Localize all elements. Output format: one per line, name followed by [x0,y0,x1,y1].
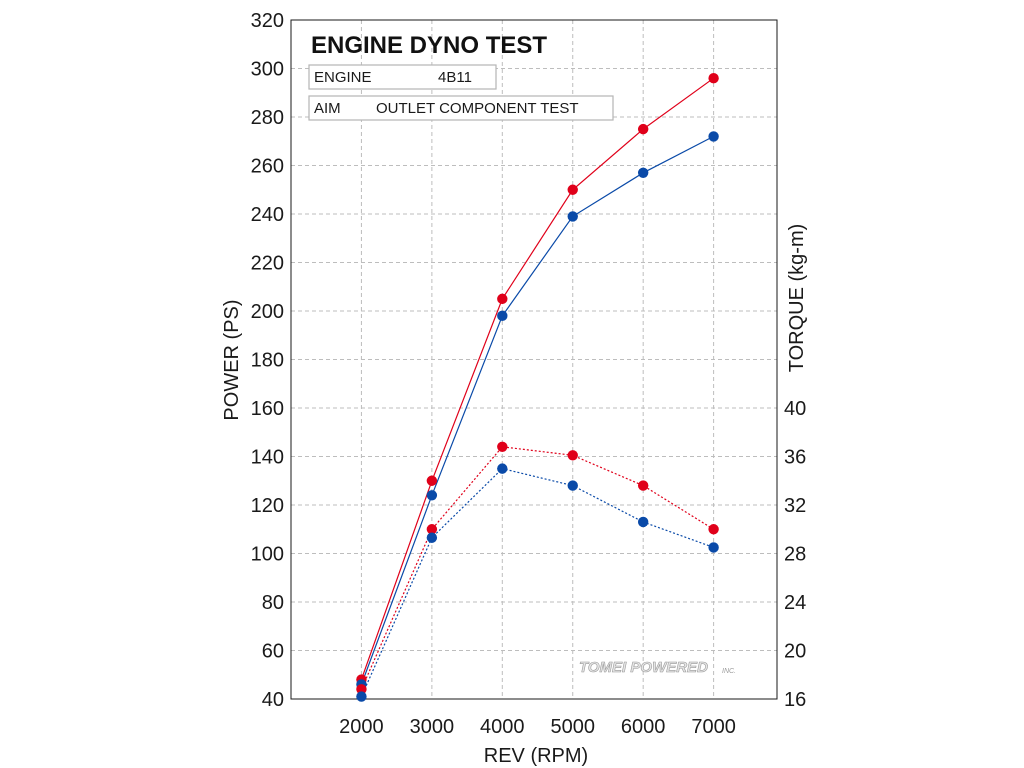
y-tick-label: 320 [251,10,284,32]
power-line-1 [360,135,714,685]
y2-axis-title: TORQUE (kg-m) [786,224,808,373]
logo-suffix: INC. [722,668,736,675]
power-point-1 [497,310,508,322]
plot-frame [290,19,778,700]
y-tick-label: 120 [251,495,284,517]
torque-point-2 [708,524,719,535]
y2-tick-label: 40 [784,398,806,420]
power-point-1 [637,167,649,178]
power-point-0 [708,73,719,84]
logo-text: TOMEI POWERED [579,659,708,676]
x-tick-label: 6000 [621,716,666,738]
y-tick-label: 200 [251,301,284,323]
y-tick-label: 140 [251,447,284,469]
x-tick-label: 2000 [339,716,384,738]
torque-axis-ticks: 16 20 24 28 32 36 40 [784,398,806,711]
power-point-1 [708,131,719,142]
x-tick-label: 3000 [410,716,455,738]
torque-point-3 [708,542,719,553]
y-tick-label: 180 [251,350,284,372]
power-line-0 [360,77,714,680]
x-tick-label: 4000 [480,716,525,738]
torque-point-3 [497,463,508,474]
rpm-axis-ticks: 2000 3000 4000 5000 6000 7000 [339,716,736,738]
torque-line-3 [360,467,714,697]
torque-point-2 [356,684,367,695]
chart-grid [291,20,777,699]
y2-tick-label: 16 [784,689,806,711]
y-tick-label: 260 [251,156,284,178]
y2-tick-label: 24 [784,592,806,614]
engine-label: ENGINE [314,69,372,86]
y2-tick-label: 28 [784,544,806,566]
power-point-0 [637,123,649,135]
chart-title: ENGINE DYNO TEST [311,32,547,59]
aim-value: OUTLET COMPONENT TEST [376,100,579,117]
y-tick-label: 220 [251,253,284,275]
power-axis-ticks: 40 60 80 100 120 140 160 180 200 220 240 260 280 300 3… [251,10,284,711]
y-tick-label: 300 [251,59,284,81]
y-tick-label: 160 [251,398,284,420]
power-point-1 [567,211,578,222]
torque-point-2 [497,441,508,452]
x-axis-title: REV (RPM) [484,745,588,767]
y-tick-label: 240 [251,204,284,226]
chart-series [356,73,719,702]
torque-point-3 [567,480,578,491]
y-tick-label: 80 [262,592,284,614]
y-tick-label: 40 [262,689,284,711]
aim-info-box: AIM OUTLET COMPONENT TEST [308,95,614,121]
tomei-logo: TOMEI POWERED INC. [579,659,736,677]
x-tick-label: 7000 [691,716,736,738]
y-axis-title: POWER (PS) [221,299,243,420]
power-point-0 [426,475,438,486]
y-tick-label: 280 [251,107,284,129]
y2-tick-label: 36 [784,447,806,469]
power-point-1 [426,490,438,501]
engine-info-box: ENGINE 4B11 [308,64,497,90]
y-tick-label: 100 [251,544,284,566]
engine-info-frame [308,64,497,90]
x-tick-label: 5000 [550,716,595,738]
torque-point-2 [426,524,438,535]
torque-point-2 [567,450,578,461]
y-tick-label: 60 [262,641,284,663]
torque-line-2 [360,446,714,690]
torque-point-3 [356,691,367,702]
aim-label: AIM [314,100,341,117]
engine-value: 4B11 [438,69,472,86]
torque-point-2 [637,480,649,491]
torque-point-3 [426,532,438,543]
y2-tick-label: 32 [784,495,806,517]
power-point-0 [567,184,578,195]
torque-point-3 [637,516,649,528]
power-point-0 [497,293,508,305]
y2-tick-label: 20 [784,641,806,663]
aim-info-frame [308,95,614,121]
